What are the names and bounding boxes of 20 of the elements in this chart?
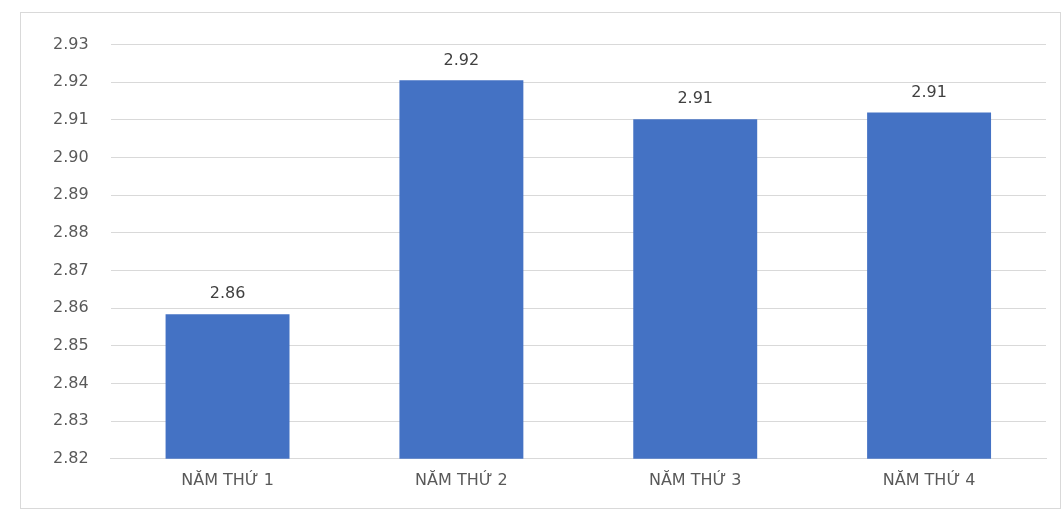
text: 2.93	[53, 33, 89, 53]
text: 2.86	[53, 297, 89, 317]
data-label: 2.92	[443, 49, 480, 69]
data-label: 2.91	[677, 88, 714, 108]
text: 2.91	[53, 109, 89, 129]
x-tick-label: NĂM THỨ 3	[648, 469, 742, 489]
text: 2.90	[53, 146, 89, 166]
x-tick-label: NĂM THỨ 2	[415, 469, 508, 489]
text: 2.92	[53, 71, 89, 91]
text: 2.84	[53, 372, 89, 392]
text: 2.83	[53, 410, 89, 430]
x-tick-label: NĂM THỨ 1	[181, 469, 274, 489]
data-label: 2.91	[911, 81, 947, 101]
x-tick-label: NĂM THỨ 4	[882, 469, 976, 489]
text: 2.89	[53, 184, 89, 204]
text: 2.85	[53, 334, 89, 354]
text: 2.88	[53, 222, 89, 242]
data-label: 2.86	[209, 283, 246, 303]
text: 2.82	[53, 447, 89, 467]
text: 2.87	[53, 259, 89, 279]
